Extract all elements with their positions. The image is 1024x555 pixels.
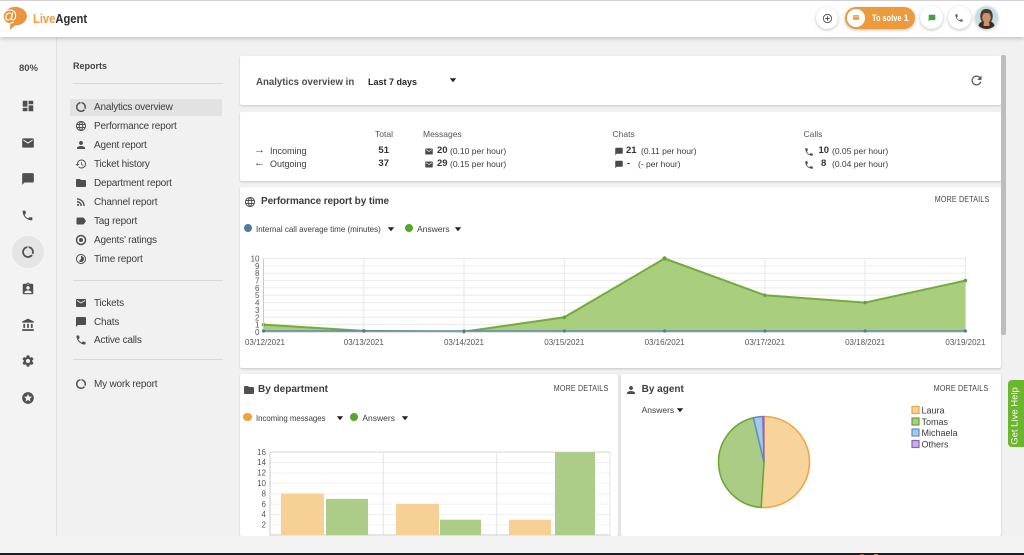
svg-text:1: 1 bbox=[255, 320, 260, 329]
svg-text:6: 6 bbox=[262, 500, 267, 509]
svg-text:4: 4 bbox=[262, 510, 267, 519]
svg-text:03/13/2021: 03/13/2021 bbox=[344, 338, 385, 347]
svg-text:03/19/2021: 03/19/2021 bbox=[945, 338, 986, 347]
svg-text:12: 12 bbox=[257, 469, 266, 478]
svg-text:Others: Others bbox=[922, 440, 950, 450]
svg-text:3: 3 bbox=[255, 305, 260, 314]
svg-text:0: 0 bbox=[255, 328, 260, 337]
svg-text:10: 10 bbox=[257, 479, 266, 488]
svg-text:@: @ bbox=[1, 8, 18, 26]
svg-text:6: 6 bbox=[255, 283, 260, 292]
svg-text:14: 14 bbox=[257, 458, 266, 467]
svg-text:8: 8 bbox=[255, 269, 260, 278]
svg-text:03/12/2021: 03/12/2021 bbox=[245, 338, 286, 347]
svg-text:5: 5 bbox=[255, 291, 260, 300]
svg-text:03/14/2021: 03/14/2021 bbox=[444, 338, 485, 347]
svg-text:03/18/2021: 03/18/2021 bbox=[845, 338, 886, 347]
svg-text:10: 10 bbox=[251, 254, 260, 263]
svg-text:Laura: Laura bbox=[922, 406, 945, 416]
svg-text:03/17/2021: 03/17/2021 bbox=[745, 338, 786, 347]
svg-text:9: 9 bbox=[255, 261, 260, 270]
svg-text:2: 2 bbox=[255, 313, 260, 322]
svg-text:Michaela: Michaela bbox=[922, 428, 958, 438]
svg-text:7: 7 bbox=[255, 276, 260, 285]
svg-text:2: 2 bbox=[262, 521, 267, 530]
svg-text:03/15/2021: 03/15/2021 bbox=[544, 338, 585, 347]
svg-text:8: 8 bbox=[262, 489, 267, 498]
svg-text:03/16/2021: 03/16/2021 bbox=[645, 338, 686, 347]
svg-text:4: 4 bbox=[255, 298, 260, 307]
svg-text:Tomas: Tomas bbox=[922, 417, 949, 427]
svg-text:16: 16 bbox=[257, 448, 266, 457]
